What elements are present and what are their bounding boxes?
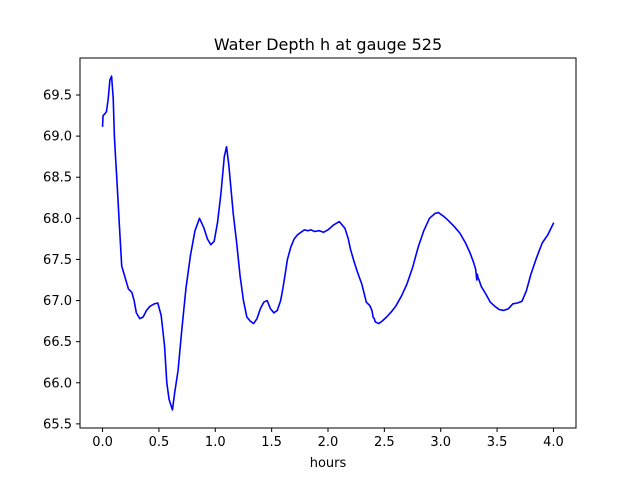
y-tick-label: 66.0 [43,376,72,391]
y-tick-label: 68.0 [43,212,72,227]
y-tick-label: 67.5 [43,253,72,268]
x-tick-label: 1.5 [261,435,282,450]
axes-frame [79,57,577,429]
x-tick-label: 0.5 [149,435,170,450]
x-tick-label: 0.0 [92,435,113,450]
x-axis: 0.0 0.5 1.0 1.5 2.0 2.5 3.0 3.5 4.0 [92,428,564,450]
y-tick-label: 69.0 [43,130,72,145]
y-tick-label: 65.5 [43,417,72,432]
x-tick-label: 4.0 [543,435,564,450]
y-tick-label: 68.5 [43,171,72,186]
x-tick-label: 2.0 [318,435,339,450]
x-tick-label: 2.5 [374,435,395,450]
y-tick-label: 66.5 [43,335,72,350]
plot-area [101,75,555,411]
series-line-0 [101,75,555,411]
y-axis: 65.5 66.0 66.5 67.0 67.5 68.0 68.5 69.0 69.5 [43,89,80,432]
y-tick-label: 67.0 [43,294,72,309]
x-tick-label: 1.0 [205,435,226,450]
x-axis-label: hours [310,456,347,471]
chart-title: Water Depth h at gauge 525 [214,35,442,54]
y-tick-label: 69.5 [43,89,72,104]
x-tick-label: 3.0 [430,435,451,450]
x-tick-label: 3.5 [487,435,508,450]
